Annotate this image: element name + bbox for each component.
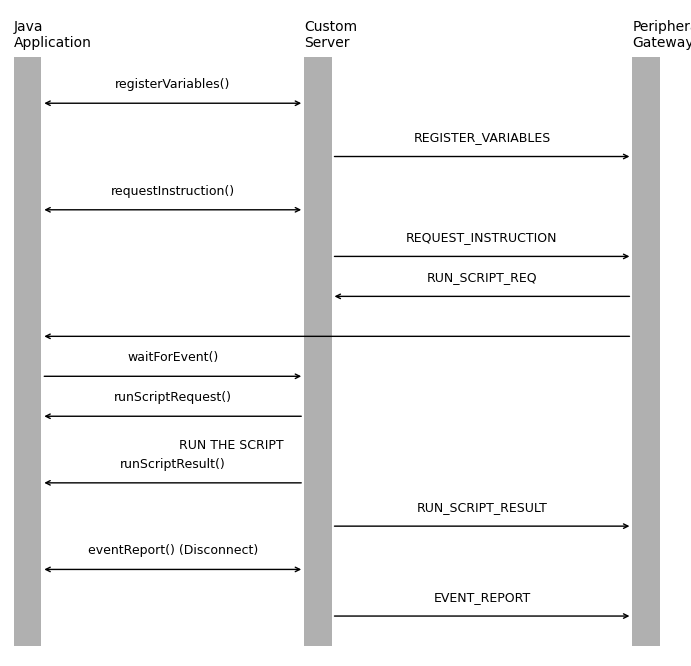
- Text: eventReport() (Disconnect): eventReport() (Disconnect): [88, 544, 258, 557]
- Text: runScriptResult(): runScriptResult(): [120, 458, 226, 471]
- Text: RUN_SCRIPT_REQ: RUN_SCRIPT_REQ: [426, 271, 538, 284]
- Text: waitForEvent(): waitForEvent(): [127, 351, 218, 364]
- Text: Custom
Server: Custom Server: [304, 20, 357, 50]
- Text: RUN THE SCRIPT: RUN THE SCRIPT: [179, 438, 284, 452]
- Text: REGISTER_VARIABLES: REGISTER_VARIABLES: [413, 131, 551, 145]
- Text: registerVariables(): registerVariables(): [115, 78, 230, 91]
- Text: EVENT_REPORT: EVENT_REPORT: [433, 591, 531, 604]
- FancyBboxPatch shape: [304, 57, 332, 646]
- Text: runScriptRequest(): runScriptRequest(): [114, 391, 231, 404]
- Text: Peripheral
Gateway: Peripheral Gateway: [632, 20, 691, 50]
- FancyBboxPatch shape: [632, 57, 660, 646]
- Text: RUN_SCRIPT_RESULT: RUN_SCRIPT_RESULT: [417, 501, 547, 514]
- FancyBboxPatch shape: [14, 57, 41, 646]
- Text: requestInstruction(): requestInstruction(): [111, 184, 235, 198]
- Text: REQUEST_INSTRUCTION: REQUEST_INSTRUCTION: [406, 231, 558, 244]
- Text: Java
Application: Java Application: [14, 20, 92, 50]
